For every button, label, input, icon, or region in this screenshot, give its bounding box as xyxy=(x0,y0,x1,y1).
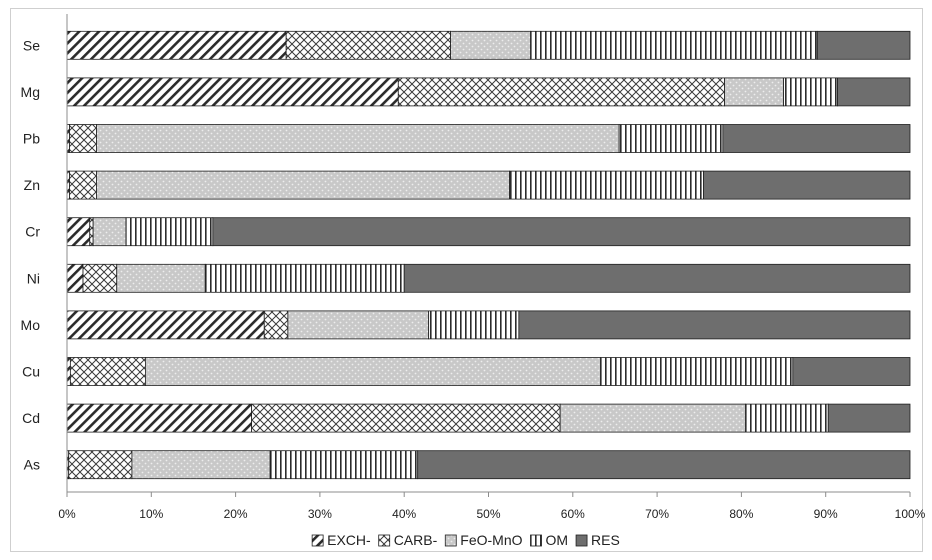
bar-as-res xyxy=(417,450,911,480)
bar-pb-carb xyxy=(69,124,97,153)
bar-cd-res xyxy=(827,403,911,433)
bar-zn-carb xyxy=(69,170,97,200)
x-tick-label-9: 90% xyxy=(814,507,838,521)
bar-as-feo-mno xyxy=(131,450,271,480)
category-label-ni: Ni xyxy=(27,270,40,286)
axis-layer: Se Mg Pb Zn Cr Ni Mo Cu Cd As 0% 10% 20% 30% 40% 50% 60%… xyxy=(21,14,926,521)
bars-layer xyxy=(66,30,911,480)
legend-label-exch: EXCH- xyxy=(327,532,371,548)
bar-ni-res xyxy=(403,263,911,293)
legend-label-carb: CARB- xyxy=(394,532,438,548)
bar-ni-om xyxy=(204,263,405,293)
x-tick-label-5: 50% xyxy=(476,507,500,521)
bar-cu-feo-mno xyxy=(144,357,602,386)
bar-cu-om xyxy=(600,357,794,386)
legend-swatch-feo-mno xyxy=(444,534,457,547)
bar-cr-feo-mno xyxy=(92,217,127,247)
bar-as-carb xyxy=(68,450,133,480)
category-label-se: Se xyxy=(23,37,40,53)
bar-mo-res xyxy=(518,310,911,340)
bar-cu-carb xyxy=(69,357,146,386)
x-tick-label-8: 80% xyxy=(729,507,753,521)
bar-cu-res xyxy=(792,357,911,386)
bar-cd-om xyxy=(745,403,829,433)
legend-swatch-om xyxy=(530,534,542,547)
category-label-mo: Mo xyxy=(21,317,41,333)
bar-mg-exch xyxy=(66,77,399,107)
bar-se-feo-mno xyxy=(450,30,532,60)
legend-swatch-carb xyxy=(378,534,391,547)
bar-ni-carb xyxy=(82,263,118,293)
legend: EXCH- CARB- FeO-MnO OM RES xyxy=(311,532,620,548)
category-label-cu: Cu xyxy=(22,364,40,380)
x-tick-label-4: 40% xyxy=(392,507,416,521)
bar-as-om xyxy=(269,450,419,480)
bar-mo-exch xyxy=(66,310,265,340)
bar-mg-feo-mno xyxy=(724,77,784,107)
category-label-mg: Mg xyxy=(21,84,40,100)
bar-mo-feo-mno xyxy=(287,310,430,340)
x-tick-label-6: 60% xyxy=(561,507,585,521)
category-label-cd: Cd xyxy=(22,410,40,426)
legend-label-feo-mno: FeO-MnO xyxy=(460,532,522,548)
legend-swatch-res xyxy=(575,534,588,547)
bar-cu-exch xyxy=(66,357,71,386)
bar-mg-res xyxy=(837,77,911,107)
bar-cd-carb xyxy=(251,403,561,433)
bar-mg-carb xyxy=(397,77,725,107)
legend-label-om: OM xyxy=(546,532,569,548)
bar-zn-om xyxy=(509,170,704,200)
bar-cd-exch xyxy=(66,403,253,433)
x-tick-label-0: 0% xyxy=(58,507,76,521)
bar-se-om xyxy=(530,30,818,60)
legend-swatch-exch xyxy=(311,534,324,547)
x-tick-label-10: 100% xyxy=(895,507,926,521)
bar-cr-om xyxy=(125,217,214,247)
category-label-as: As xyxy=(24,457,40,473)
x-tick-label-3: 30% xyxy=(308,507,332,521)
bar-mo-om xyxy=(428,310,520,340)
bar-cr-res xyxy=(212,217,911,247)
bar-ni-exch xyxy=(66,263,84,293)
x-tick-label-7: 70% xyxy=(645,507,669,521)
chart-frame xyxy=(10,8,923,552)
bar-zn-res xyxy=(703,170,911,200)
bar-ni-feo-mno xyxy=(116,263,206,293)
bar-pb-feo-mno xyxy=(96,124,620,153)
bar-pb-res xyxy=(722,124,911,153)
x-tick-label-2: 20% xyxy=(224,507,248,521)
bar-se-exch xyxy=(66,30,287,60)
category-label-pb: Pb xyxy=(23,131,40,147)
bar-pb-om xyxy=(618,124,724,153)
bar-se-carb xyxy=(285,30,451,60)
category-label-zn: Zn xyxy=(24,177,40,193)
x-tick-label-1: 10% xyxy=(139,507,163,521)
category-label-cr: Cr xyxy=(25,224,40,240)
bar-se-res xyxy=(816,30,911,60)
bar-cr-exch xyxy=(66,217,91,247)
bar-cr-carb xyxy=(89,217,94,247)
bar-mo-carb xyxy=(263,310,289,340)
bar-cd-feo-mno xyxy=(559,403,747,433)
bar-zn-feo-mno xyxy=(96,170,510,200)
legend-label-res: RES xyxy=(591,532,620,548)
bar-mg-om xyxy=(783,77,838,107)
